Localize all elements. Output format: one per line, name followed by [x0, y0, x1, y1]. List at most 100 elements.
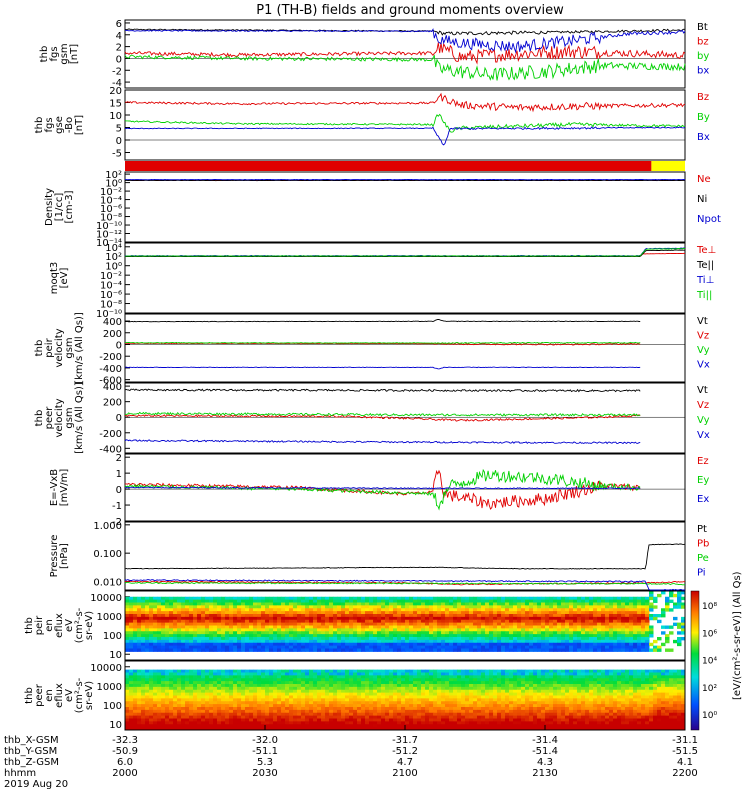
spectrogram-cell — [345, 625, 350, 629]
spectrogram-cell — [433, 709, 438, 714]
spectrogram-cell — [341, 622, 346, 626]
spectrogram-cell — [161, 686, 166, 691]
spectrogram-cell — [185, 698, 190, 702]
spectrogram-cell — [629, 596, 634, 601]
spectrogram-cell — [241, 645, 246, 649]
spectrogram-cell — [613, 692, 618, 696]
spectrogram-cell — [405, 596, 410, 601]
spectrogram-cell — [413, 642, 418, 647]
spectrogram-cell — [445, 625, 450, 629]
spectrogram-cell — [157, 596, 162, 601]
spectrogram-cell — [277, 698, 282, 702]
spectrogram-cell — [513, 596, 518, 601]
spectrogram-cell — [349, 712, 354, 717]
spectrogram-cell — [449, 602, 454, 606]
spectrogram-cell — [137, 678, 142, 682]
spectrogram-cell — [309, 634, 314, 638]
y-axis-label: eV — [64, 619, 75, 632]
spectrogram-cell — [305, 684, 310, 688]
series-line-vy — [124, 411, 641, 417]
spectrogram-cell — [613, 625, 618, 629]
spectrogram-cell — [593, 669, 598, 673]
spectrogram-cell — [445, 704, 450, 708]
spectrogram-cell — [521, 631, 526, 635]
spectrogram-cell — [453, 599, 458, 603]
spectrogram-cell — [421, 701, 426, 705]
spectrogram-cell — [513, 616, 518, 621]
spectrogram-cell — [545, 631, 550, 635]
spectrogram-cell — [485, 628, 490, 632]
spectrogram-cell — [609, 704, 614, 708]
spectrogram-cell — [273, 686, 278, 691]
spectrogram-cell — [249, 701, 254, 705]
spectrogram-cell — [549, 625, 554, 629]
spectrogram-cell — [193, 684, 198, 688]
spectrogram-cell — [657, 709, 662, 714]
spectrogram-cell — [465, 642, 470, 647]
spectrogram-cell — [565, 681, 570, 685]
spectrogram-cell — [609, 678, 614, 682]
spectrogram-cell — [413, 605, 418, 609]
spectrogram-cell — [545, 669, 550, 673]
spectrogram-cell — [413, 608, 418, 612]
spectrogram-cell — [249, 599, 254, 603]
spectrogram-cell — [533, 686, 538, 691]
spectrogram-cell — [153, 637, 158, 641]
spectrogram-cell — [409, 625, 414, 629]
spectrogram-cell — [373, 599, 378, 603]
spectrogram-cell — [393, 616, 398, 621]
spectrogram-cell — [137, 602, 142, 606]
spectrogram-cell — [449, 681, 454, 685]
spectrogram-cell — [541, 672, 546, 676]
spectrogram-cell — [521, 669, 526, 673]
spectrogram-cell — [669, 704, 674, 708]
spectrogram-cell — [633, 689, 638, 694]
spectrogram-cell — [201, 602, 206, 606]
spectrogram-cell — [657, 698, 662, 702]
spectrogram-cell — [173, 678, 178, 682]
spectrogram-cell — [641, 707, 646, 711]
spectrogram-cell — [317, 701, 322, 705]
spectrogram-cell — [677, 625, 682, 629]
spectrogram-cell — [585, 698, 590, 702]
spectrogram-cell — [217, 605, 222, 609]
spectrogram-cell — [169, 689, 174, 694]
spectrogram-cell — [545, 614, 550, 618]
spectrogram-cell — [353, 639, 358, 644]
spectrogram-cell — [657, 669, 662, 673]
spectrogram-cell — [333, 686, 338, 691]
spectrogram-cell — [353, 602, 358, 606]
spectrogram-cell — [193, 625, 198, 629]
spectrogram-cell — [477, 602, 482, 606]
spectrogram-cell — [653, 695, 658, 699]
spectrogram-cell — [577, 605, 582, 609]
spectrogram-cell — [529, 625, 534, 629]
spectrogram-cell — [169, 712, 174, 717]
spectrogram-cell — [337, 704, 342, 708]
spectrogram-cell — [325, 602, 330, 606]
spectrogram-cell — [585, 684, 590, 688]
spectrogram-cell — [189, 669, 194, 673]
spectrogram-cell — [493, 611, 498, 615]
spectrogram-cell — [173, 616, 178, 621]
spectrogram-cell — [129, 622, 134, 626]
spectrogram-cell — [389, 637, 394, 641]
spectrogram-cell — [317, 675, 322, 679]
spectrogram-cell — [313, 611, 318, 615]
spectrogram-cell — [417, 712, 422, 717]
spectrogram-cell — [209, 707, 214, 711]
spectrogram-cell — [465, 625, 470, 629]
spectrogram-cell — [381, 616, 386, 621]
spectrogram-cell — [425, 695, 430, 699]
spectrogram-cell — [317, 672, 322, 676]
spectrogram-cell — [557, 704, 562, 708]
spectrogram-cell — [649, 689, 654, 694]
spectrogram-cell — [621, 599, 626, 603]
spectrogram-cell — [673, 704, 678, 708]
spectrogram-cell — [333, 704, 338, 708]
spectrogram-cell — [637, 684, 642, 688]
spectrogram-cell — [517, 611, 522, 615]
spectrogram-cell — [681, 704, 686, 708]
spectrogram-cell — [229, 637, 234, 641]
spectrogram-cell — [357, 637, 362, 641]
